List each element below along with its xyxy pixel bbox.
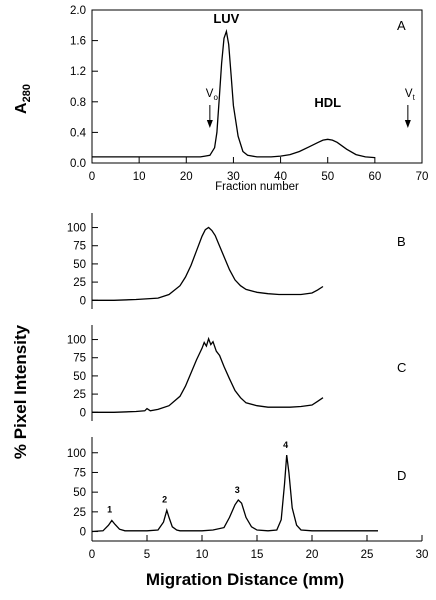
panel-a-x-tick-label: 10 xyxy=(133,171,146,183)
luv-peak-label: LUV xyxy=(213,11,239,26)
panel-d-letter: D xyxy=(397,468,406,483)
panel-d-series-line xyxy=(91,455,378,533)
panel-a-y-tick-label: 0.0 xyxy=(70,158,86,170)
vt-marker: Vt xyxy=(404,88,416,128)
panel-c-y-tick-label: 25 xyxy=(73,389,86,401)
panel-d-y-ticks: 0 25 50 75 100 xyxy=(67,448,98,539)
panel-d-x-tick-label: 30 xyxy=(416,549,429,561)
panel-d-y-tick-label: 100 xyxy=(67,448,86,460)
panel-a-letter: A xyxy=(397,18,406,33)
panel-a-y-axis-title: A280 xyxy=(13,84,33,114)
panel-a-y-tick-label: 1.2 xyxy=(70,66,86,78)
panel-d-x-tick-label: 5 xyxy=(144,549,150,561)
panel-d-x-tick-label: 25 xyxy=(361,549,374,561)
panel-b-y-tick-label: 0 xyxy=(80,295,86,307)
panel-a-series-line xyxy=(92,28,375,159)
vt-label: Vt xyxy=(405,88,416,102)
panel-b-letter: B xyxy=(397,234,406,249)
panel-d-peak-labels: 1 2 3 4 xyxy=(107,440,288,515)
hdl-peak-label: HDL xyxy=(314,95,341,110)
peak-3-label: 3 xyxy=(235,485,240,495)
panel-b-chart: 0 25 50 75 100 B xyxy=(67,213,406,309)
migration-distance-axis-title: Migration Distance (mm) xyxy=(146,570,344,589)
panel-a-x-tick-label: 70 xyxy=(416,171,429,183)
panel-a-y-ticks: 0.0 0.4 0.8 1.2 1.6 2.0 xyxy=(70,5,98,170)
panel-c-y-tick-label: 75 xyxy=(73,353,86,365)
panel-c-series-line xyxy=(92,336,324,413)
panel-c-letter: C xyxy=(397,360,406,375)
vt-arrow-head xyxy=(404,120,411,128)
panel-b-y-tick-label: 25 xyxy=(73,277,86,289)
panel-b-series-line xyxy=(92,226,324,301)
panel-c-chart: 0 25 50 75 100 C xyxy=(67,325,406,421)
panel-b-y-tick-label: 75 xyxy=(73,241,86,253)
panel-d-x-tick-label: 10 xyxy=(196,549,209,561)
panel-c-y-tick-label: 0 xyxy=(80,407,86,419)
panel-a-y-tick-label: 0.4 xyxy=(70,127,87,139)
panel-b-y-tick-label: 50 xyxy=(73,259,86,271)
panel-d-chart: 0 25 50 75 100 0 5 10 15 20 25 30 1 2 3 4 D Migration… xyxy=(67,437,429,589)
panel-d-y-tick-label: 0 xyxy=(80,527,86,539)
panel-a-x-tick-label: 60 xyxy=(368,171,381,183)
panel-c-y-tick-label: 100 xyxy=(67,335,86,347)
panel-a-chart: 0.0 0.4 0.8 1.2 1.6 2.0 0 10 20 30 40 50 60 70 LUV H… xyxy=(13,5,428,193)
panel-a-y-tick-label: 2.0 xyxy=(70,5,86,17)
panel-a-y-tick-label: 0.8 xyxy=(70,97,86,109)
panel-a-x-tick-label: 20 xyxy=(180,171,193,183)
panel-d-y-tick-label: 50 xyxy=(73,487,86,499)
v0-marker: Vo xyxy=(206,88,219,128)
v0-arrow-head xyxy=(206,120,213,128)
panel-a-x-ticks: 0 10 20 30 40 50 60 70 xyxy=(89,157,429,183)
panel-a-x-axis-title: Fraction number xyxy=(215,181,299,193)
panel-a-frame xyxy=(91,9,423,164)
panel-b-y-ticks: 0 25 50 75 100 xyxy=(67,223,98,307)
panel-d-x-ticks: 0 5 10 15 20 25 30 xyxy=(89,535,429,561)
panel-a-x-tick-label: 0 xyxy=(89,171,95,183)
panel-a-x-tick-label: 50 xyxy=(321,171,334,183)
panel-c-y-tick-label: 50 xyxy=(73,371,86,383)
panel-a-y-tick-label: 1.6 xyxy=(70,36,86,48)
peak-4-label: 4 xyxy=(283,440,288,450)
panel-c-y-ticks: 0 25 50 75 100 xyxy=(67,335,98,419)
panel-d-x-tick-label: 15 xyxy=(251,549,264,561)
panel-a-x-tick-label: 30 xyxy=(227,171,240,183)
panel-a-x-tick-label: 40 xyxy=(274,171,287,183)
panel-b-y-tick-label: 100 xyxy=(67,223,86,235)
pixel-intensity-axis-title: % Pixel Intensity xyxy=(11,324,30,459)
peak-1-label: 1 xyxy=(107,505,112,515)
panel-d-x-tick-label: 20 xyxy=(306,549,319,561)
v0-label: Vo xyxy=(206,88,219,102)
panel-d-y-tick-label: 75 xyxy=(73,467,86,479)
peak-2-label: 2 xyxy=(162,494,167,504)
panel-d-x-tick-label: 0 xyxy=(89,549,95,561)
panel-d-y-tick-label: 25 xyxy=(73,507,86,519)
